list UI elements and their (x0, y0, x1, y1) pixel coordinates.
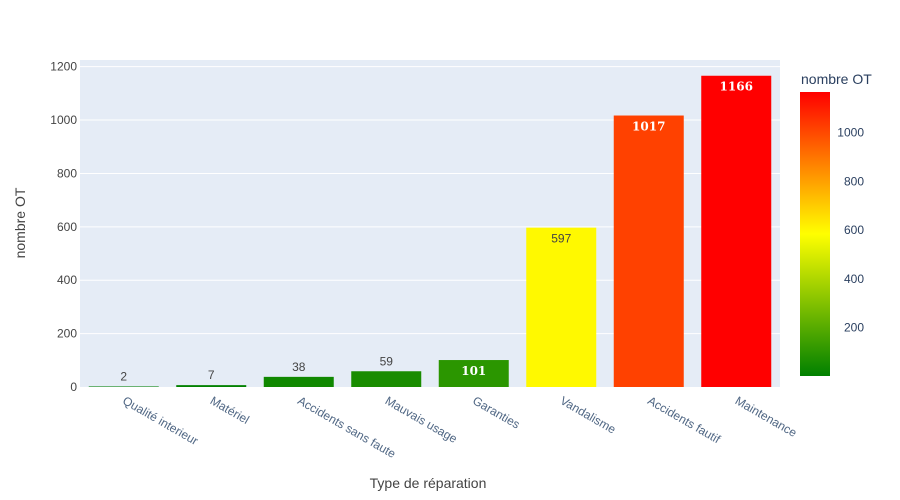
bar[interactable] (263, 376, 334, 387)
gridlines (80, 66, 780, 335)
colorbar: nombre OT 200 400 600 800 1000 (800, 71, 872, 376)
colorbar-tick-label: 400 (844, 272, 864, 286)
bar-value-label: 597 (551, 232, 571, 246)
x-tick-label: Vandalisme (558, 393, 619, 436)
colorbar-tick-label: 600 (844, 223, 864, 237)
colorbar-title: nombre OT (801, 71, 872, 87)
colorbar-ticks: 200 400 600 800 1000 (837, 126, 864, 335)
x-tick-label: Accidents fautif (645, 393, 723, 446)
y-tick-label: 800 (57, 166, 77, 180)
colorbar-tick-label: 1000 (837, 126, 864, 140)
y-axis: 0 200 400 600 800 1000 1200 (50, 60, 77, 394)
bar[interactable] (88, 386, 159, 387)
y-tick-label: 400 (57, 273, 77, 287)
bar[interactable] (176, 385, 247, 387)
colorbar-gradient (800, 92, 830, 376)
x-tick-label: Garanties (470, 393, 522, 431)
bar-value-label: 1166 (720, 80, 753, 94)
y-tick-label: 0 (70, 380, 77, 394)
x-tick-label: Matériel (208, 393, 252, 426)
colorbar-tick-label: 200 (844, 321, 864, 335)
bar-value-label: 101 (461, 364, 486, 378)
bar[interactable] (613, 115, 684, 388)
bar-value-label: 1017 (632, 120, 665, 134)
bar-value-label: 2 (120, 369, 127, 383)
bar-value-label: 7 (208, 368, 215, 382)
y-axis-title: nombre OT (12, 187, 28, 258)
x-tick-label: Qualité interieur (120, 393, 200, 447)
x-tick-label: Maintenance (733, 393, 800, 440)
bar-value-label: 59 (380, 354, 394, 368)
y-tick-label: 1200 (50, 60, 77, 74)
x-axis: Qualité interieur Matériel Accidents sans … (120, 393, 799, 461)
x-axis-title: Type de réparation (370, 475, 487, 491)
bars: 2 7 38 59 101 597 1017 1166 (88, 75, 772, 388)
bar[interactable] (701, 75, 772, 387)
bar[interactable] (526, 227, 597, 387)
bar-value-label: 38 (292, 360, 306, 374)
x-tick-label: Mauvais usage (383, 393, 460, 446)
y-tick-label: 200 (57, 327, 77, 341)
y-tick-label: 600 (57, 220, 77, 234)
bar[interactable] (438, 360, 509, 387)
y-tick-label: 1000 (50, 113, 77, 127)
bar[interactable] (351, 371, 422, 387)
colorbar-tick-label: 800 (844, 174, 864, 188)
